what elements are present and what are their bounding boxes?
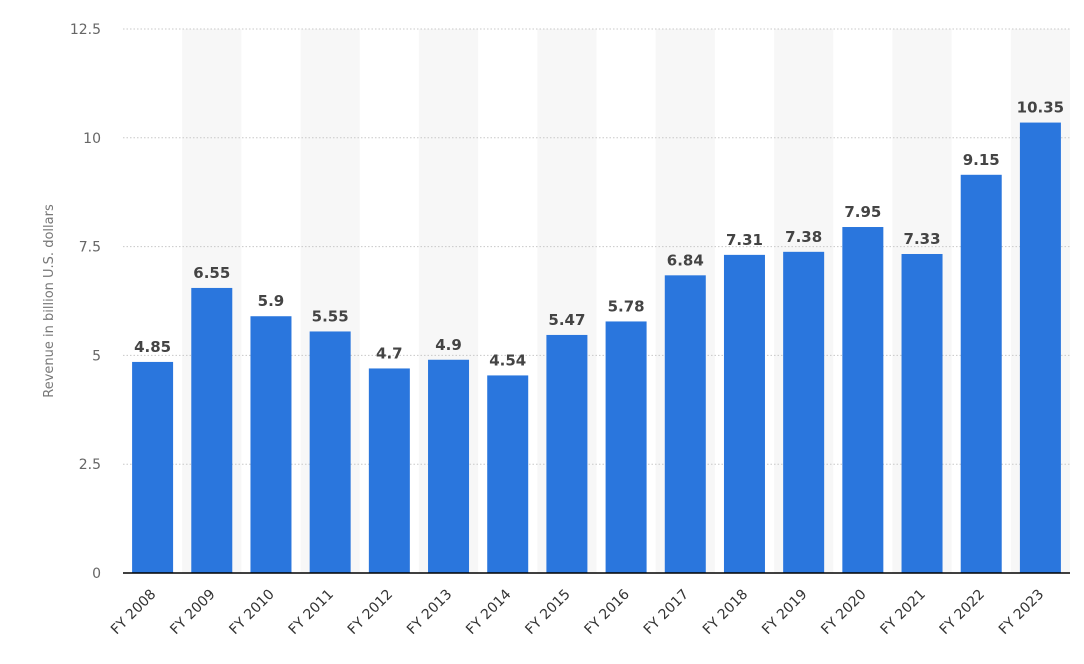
value-labels: 4.85 6.55 5.9 5.55 4.7 4.9 4.54 5.47 5.78 6.84 7.3… [134,99,1064,370]
value-label: 7.33 [904,230,941,248]
value-label: 4.9 [435,336,462,354]
x-tick-label: FY 2021 [877,587,928,638]
bar [605,321,647,573]
bar [842,227,884,574]
x-tick-label: FY 2015 [522,587,573,638]
x-tick-label: FY 2023 [996,587,1047,638]
bar [664,275,706,573]
bar [428,359,470,573]
x-tick-label: FY 2013 [404,587,455,638]
value-label: 6.55 [193,264,230,282]
value-label: 7.95 [844,203,881,221]
value-label: 5.78 [608,297,645,315]
x-tick-label: FY 2018 [700,587,751,638]
value-label: 4.85 [134,338,171,356]
bar [191,287,233,573]
bar [783,251,825,574]
bar [723,254,765,573]
y-tick-label: 0 [92,566,101,582]
bar [487,375,529,573]
bar [368,368,410,573]
y-tick-labels: 0 2.5 5 7.5 10 12.5 [70,22,101,582]
value-label: 9.15 [963,151,1000,169]
y-tick-label: 12.5 [70,22,101,38]
bar [546,334,588,573]
bar [901,253,943,573]
x-tick-labels: FY 2008 FY 2009 FY 2010 FY 2011 FY 2012 FY 20… [108,586,1047,637]
value-label: 4.54 [489,351,526,369]
bar [309,331,351,573]
x-tick-label: FY 2011 [286,587,337,638]
value-label: 10.35 [1017,99,1064,117]
x-tick-label: FY 2016 [582,586,633,637]
y-tick-label: 7.5 [79,240,101,256]
bar [960,174,1002,574]
y-tick-label: 2.5 [79,457,101,473]
x-tick-label: FY 2008 [108,587,159,638]
x-tick-label: FY 2019 [759,587,810,638]
bars [132,122,1061,574]
x-tick-label: FY 2012 [345,587,396,638]
value-label: 5.47 [548,311,585,329]
value-label: 5.55 [312,307,349,325]
y-tick-label: 10 [83,131,101,147]
x-tick-label: FY 2014 [463,586,514,637]
bar [132,361,174,573]
x-tick-label: FY 2009 [167,587,218,638]
x-tick-label: FY 2022 [937,587,988,638]
value-label: 5.9 [258,292,285,310]
y-axis-title: Revenue in billion U.S. dollars [42,204,57,398]
bar [1019,122,1061,574]
value-label: 7.31 [726,231,763,249]
y-tick-label: 5 [92,348,101,364]
value-label: 7.38 [785,228,822,246]
x-tick-label: FY 2010 [226,587,277,638]
value-label: 4.7 [376,344,403,362]
value-label: 6.84 [667,251,704,269]
x-tick-label: FY 2020 [818,587,869,638]
bar [250,316,292,573]
x-tick-label: FY 2017 [641,587,692,638]
